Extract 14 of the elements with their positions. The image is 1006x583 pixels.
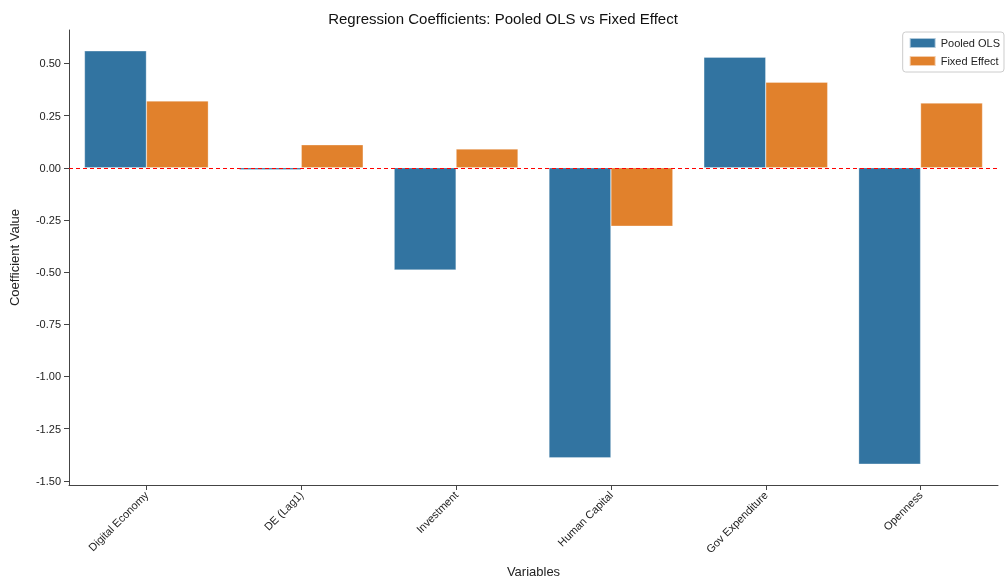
- y-tick-label: 0.25: [39, 109, 61, 122]
- y-tick-label: -1.25: [35, 422, 61, 435]
- y-tick-label: 0.00: [39, 161, 61, 174]
- x-axis-title: Variables: [506, 564, 561, 579]
- legend-label: Pooled OLS: [940, 37, 1001, 49]
- y-tick-label: 0.50: [39, 57, 61, 70]
- y-tick-label: -0.25: [35, 213, 61, 226]
- y-tick-label: -1.00: [35, 370, 61, 383]
- y-tick-label: -0.75: [35, 318, 61, 331]
- y-tick-label: -0.50: [35, 266, 61, 279]
- chart-title: Regression Coefficients: Pooled OLS vs Fixed Effect: [328, 10, 679, 27]
- y-tick-label: -1.50: [35, 474, 61, 487]
- legend-label: Fixed Effect: [940, 55, 999, 67]
- y-axis-title: Coefficient Value: [7, 208, 22, 307]
